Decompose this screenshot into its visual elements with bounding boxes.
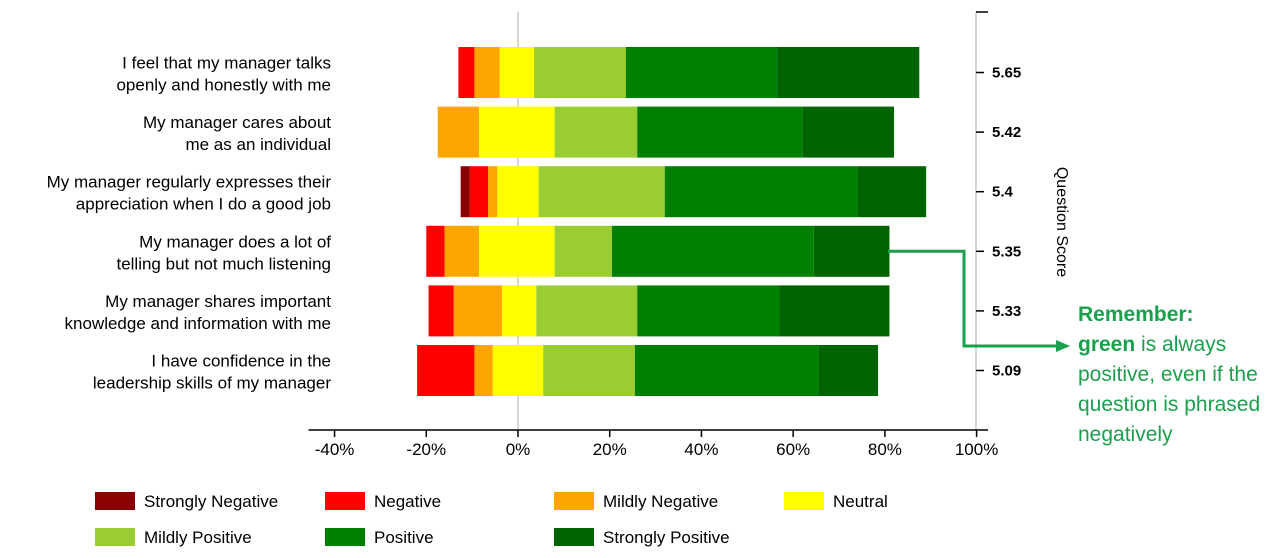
bar-segment: [625, 47, 778, 98]
legend-label: Positive: [374, 528, 434, 547]
bar-segment: [488, 166, 498, 218]
bar-segment: [612, 225, 814, 277]
note-connector-line: [888, 249, 1058, 348]
x-tick-label: 80%: [868, 440, 902, 459]
reminder-note: Remember: green is always positive, even…: [1078, 300, 1268, 450]
question-score-label: 5.42: [992, 124, 1021, 141]
question-label: appreciation when I do a good job: [76, 195, 331, 214]
question-label: My manager shares important: [105, 292, 331, 311]
bar-segment: [474, 345, 493, 396]
bar-segment: [460, 166, 470, 218]
bar-segment: [779, 285, 890, 337]
bar-segment: [813, 225, 890, 277]
bar-segment: [437, 106, 480, 158]
x-tick-label: -40%: [315, 440, 355, 459]
bar-segment: [499, 47, 535, 98]
legend-swatch: [325, 492, 365, 510]
note-rest: is always positive, even if the question…: [1078, 333, 1261, 446]
legend-label: Neutral: [833, 492, 888, 511]
question-score-label: 5.65: [992, 65, 1021, 82]
x-tick-label: 40%: [684, 440, 718, 459]
legend-swatch: [554, 528, 594, 546]
legend-label: Strongly Positive: [603, 528, 730, 547]
question-score-label: 5.4: [992, 184, 1014, 201]
bar-segment: [554, 225, 613, 277]
bar-segment: [474, 47, 500, 98]
bar-segment: [634, 345, 819, 396]
note-line1: Remember:: [1078, 303, 1194, 326]
score-axis-title: Question Score: [1053, 167, 1070, 277]
question-label: My manager cares about: [143, 113, 331, 132]
x-tick-label: 0%: [506, 440, 531, 459]
bar-segment: [637, 285, 780, 337]
bar-segment: [538, 166, 665, 218]
question-label: openly and honestly with me: [116, 76, 331, 95]
question-label: me as an individual: [185, 135, 331, 154]
question-score-label: 5.35: [992, 243, 1021, 260]
x-tick-label: -20%: [406, 440, 446, 459]
bar-segment: [428, 285, 454, 337]
bar-segment: [453, 285, 502, 337]
bar-segment: [469, 166, 489, 218]
x-tick-label: 20%: [593, 440, 627, 459]
question-score-label: 5.33: [992, 303, 1021, 320]
bar-segment: [857, 166, 927, 218]
bar-segment: [417, 345, 475, 396]
bar-segment: [492, 345, 544, 396]
bar-segment: [497, 166, 539, 218]
bar-segment: [818, 345, 879, 396]
question-score-label: 5.09: [992, 363, 1021, 380]
legend-swatch: [784, 492, 824, 510]
note-bold-word: green: [1078, 333, 1136, 356]
bar-segment: [664, 166, 858, 218]
bar-segment: [458, 47, 475, 98]
bar-segment: [444, 225, 480, 277]
bar-segment: [637, 106, 803, 158]
legend-label: Mildly Negative: [603, 492, 718, 511]
question-label: My manager regularly expresses their: [47, 173, 332, 192]
legend-label: Strongly Negative: [144, 492, 278, 511]
question-label: My manager does a lot of: [139, 232, 331, 251]
bar-segment: [543, 345, 635, 396]
question-label: I have confidence in the: [151, 352, 331, 371]
question-label: leadership skills of my manager: [93, 374, 331, 393]
bar-segment: [426, 225, 445, 277]
bar-segment: [554, 106, 638, 158]
bar-segment: [501, 285, 537, 337]
question-label: I feel that my manager talks: [122, 54, 331, 73]
question-label: knowledge and information with me: [65, 314, 331, 333]
x-tick-label: 100%: [955, 440, 998, 459]
legend-swatch: [325, 528, 365, 546]
note-arrow-head: [1056, 340, 1070, 352]
bar-segment: [802, 106, 895, 158]
legend-label: Mildly Positive: [144, 528, 252, 547]
bar-segment: [534, 47, 626, 98]
bar-segment: [479, 106, 555, 158]
legend-swatch: [554, 492, 594, 510]
legend-label: Negative: [374, 492, 441, 511]
bar-segment: [479, 225, 555, 277]
bar-segment: [777, 47, 920, 98]
question-label: telling but not much listening: [116, 254, 331, 273]
legend-swatch: [95, 528, 135, 546]
x-tick-label: 60%: [776, 440, 810, 459]
bar-segment: [536, 285, 638, 337]
legend-swatch: [95, 492, 135, 510]
